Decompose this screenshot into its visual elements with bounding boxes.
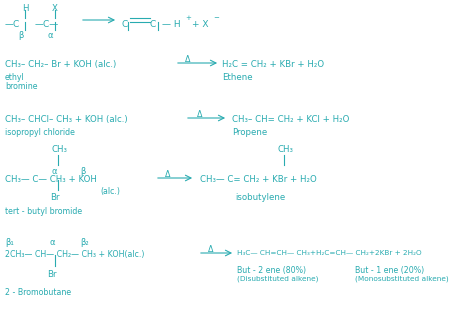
Text: X: X <box>52 4 58 13</box>
Text: — H: — H <box>162 20 181 29</box>
Text: H₃C— CH=CH— CH₃+H₂C=CH— CH₂+2KBr + 2H₂O: H₃C— CH=CH— CH₃+H₂C=CH— CH₂+2KBr + 2H₂O <box>237 250 422 256</box>
Text: CH₃– CH₂– Br + KOH (alc.): CH₃– CH₂– Br + KOH (alc.) <box>5 60 116 69</box>
Text: ethyl: ethyl <box>5 73 25 82</box>
Text: Propene: Propene <box>232 128 267 137</box>
Text: +: + <box>185 15 191 21</box>
Text: CH₃– CH= CH₂ + KCl + H₂O: CH₃– CH= CH₂ + KCl + H₂O <box>232 115 349 124</box>
Text: β: β <box>18 31 23 40</box>
Text: CH₃— C— CH₃ + KOH: CH₃— C— CH₃ + KOH <box>5 175 97 184</box>
Text: Δ: Δ <box>185 55 191 64</box>
Text: H: H <box>22 4 28 13</box>
Text: C: C <box>122 20 128 29</box>
Text: —C—: —C— <box>35 20 59 29</box>
Text: (Monosubstituted alkene): (Monosubstituted alkene) <box>355 276 449 282</box>
Text: 2 - Bromobutane: 2 - Bromobutane <box>5 288 71 297</box>
Text: CH₃– CHCl– CH₃ + KOH (alc.): CH₃– CHCl– CH₃ + KOH (alc.) <box>5 115 128 124</box>
Text: H₂C = CH₂ + KBr + H₂O: H₂C = CH₂ + KBr + H₂O <box>222 60 324 69</box>
Text: α: α <box>50 238 55 247</box>
Text: bromine: bromine <box>5 82 37 91</box>
Text: —C: —C <box>5 20 20 29</box>
Text: CH₃: CH₃ <box>52 145 68 154</box>
Text: C: C <box>150 20 156 29</box>
Text: Br: Br <box>47 270 56 279</box>
Text: (alc.): (alc.) <box>100 187 120 196</box>
Text: β₂: β₂ <box>80 238 89 247</box>
Text: But - 2 ene (80%): But - 2 ene (80%) <box>237 266 306 275</box>
Text: But - 1 ene (20%): But - 1 ene (20%) <box>355 266 424 275</box>
Text: β₁: β₁ <box>5 238 14 247</box>
Text: + X: + X <box>192 20 209 29</box>
Text: Δ: Δ <box>197 110 202 119</box>
Text: −: − <box>213 15 219 21</box>
Text: α: α <box>52 167 57 176</box>
Text: Br: Br <box>50 193 60 202</box>
Text: 2CH₃— CH— CH₂— CH₃ + KOH(alc.): 2CH₃— CH— CH₂— CH₃ + KOH(alc.) <box>5 250 145 259</box>
Text: α: α <box>48 31 54 40</box>
Text: β: β <box>80 167 85 176</box>
Text: CH₃: CH₃ <box>278 145 294 154</box>
Text: isopropyl chloride: isopropyl chloride <box>5 128 75 137</box>
Text: Ethene: Ethene <box>222 73 253 82</box>
Text: (Disubstituted alkene): (Disubstituted alkene) <box>237 276 319 282</box>
Text: tert - butyl bromide: tert - butyl bromide <box>5 207 82 216</box>
Text: isobutylene: isobutylene <box>235 193 285 202</box>
Text: CH₃— C= CH₂ + KBr + H₂O: CH₃— C= CH₂ + KBr + H₂O <box>200 175 317 184</box>
Text: Δ: Δ <box>208 245 213 254</box>
Text: Δ: Δ <box>165 170 171 179</box>
